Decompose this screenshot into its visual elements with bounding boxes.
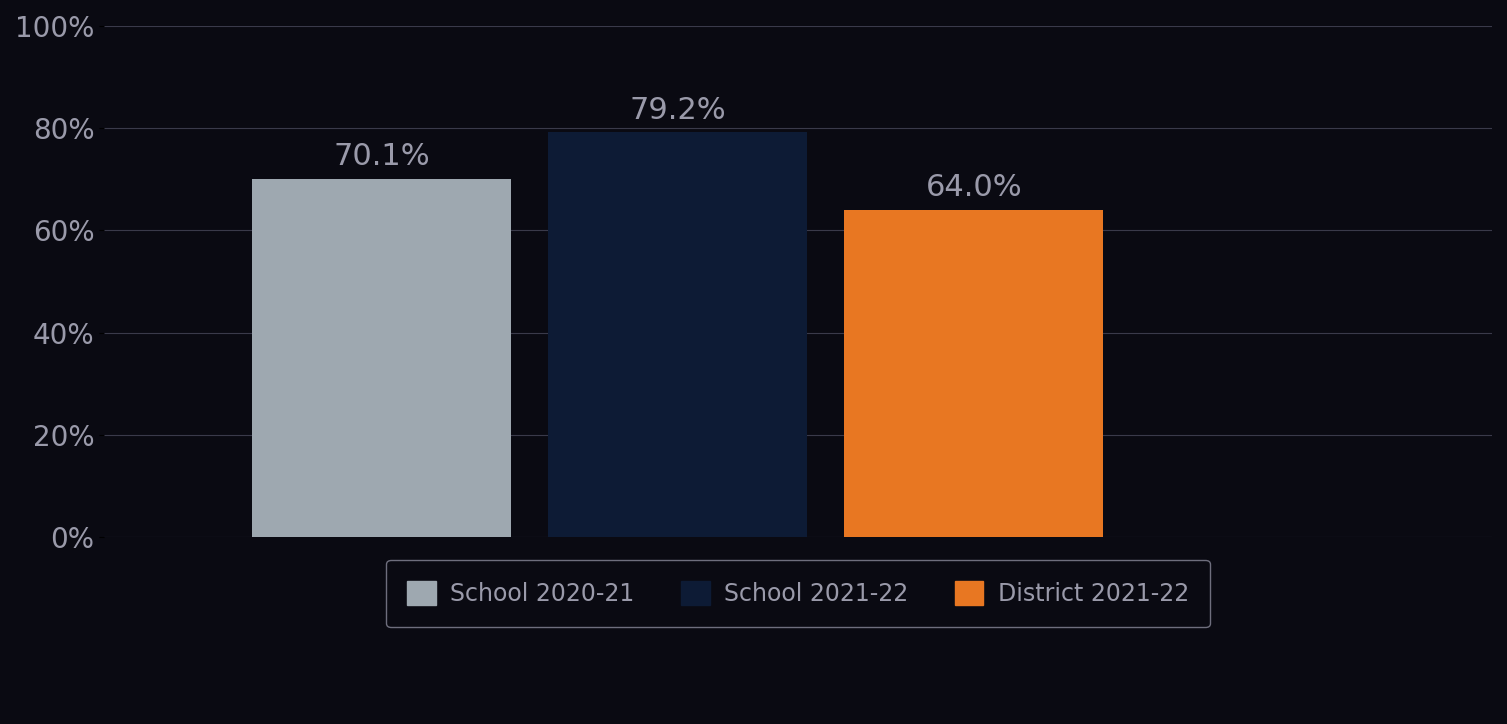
Bar: [844, 210, 1103, 537]
Text: 79.2%: 79.2%: [630, 96, 726, 125]
Legend: School 2020-21, School 2021-22, District 2021-22: School 2020-21, School 2021-22, District…: [386, 560, 1210, 627]
Bar: [549, 132, 808, 537]
Text: 64.0%: 64.0%: [925, 173, 1022, 202]
Bar: [252, 179, 511, 537]
Text: 70.1%: 70.1%: [333, 142, 429, 171]
